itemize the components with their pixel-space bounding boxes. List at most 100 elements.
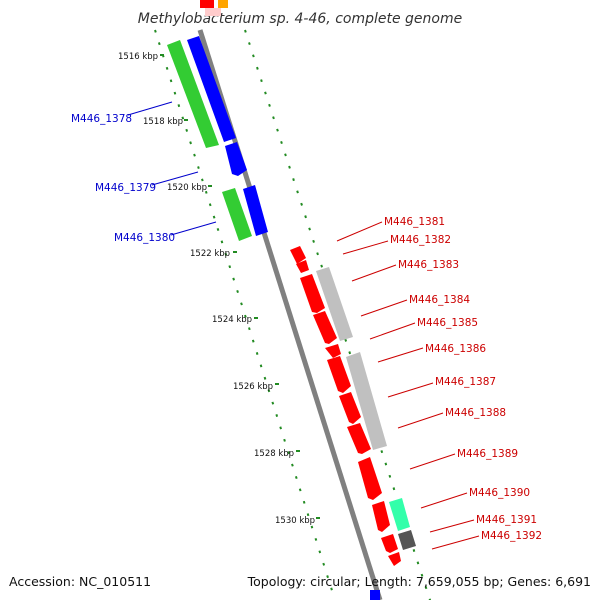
track-dot xyxy=(169,79,173,83)
track-dot xyxy=(294,475,298,480)
gene-label-m446-1387[interactable]: M446_1387 xyxy=(435,376,496,388)
tick-label: 1516 kbp xyxy=(118,52,158,62)
gene-red xyxy=(388,552,401,566)
right-gene-labels: M446_1381 M446_1382 M446_1383 M446_1384 … xyxy=(384,216,542,542)
gene-label-m446-1379[interactable]: M446_1379 xyxy=(95,182,156,194)
top-edge-feature xyxy=(218,0,228,8)
track-dot xyxy=(181,116,185,120)
track-dot xyxy=(271,401,275,405)
track-dot xyxy=(348,351,352,355)
gene-label-m446-1385[interactable]: M446_1385 xyxy=(417,317,478,329)
gene-label-m446-1388[interactable]: M446_1388 xyxy=(445,407,506,419)
right-connectors xyxy=(336,221,480,550)
track-dot xyxy=(304,215,307,219)
gene-blue xyxy=(187,36,236,142)
track-dot xyxy=(251,339,255,343)
gene-red xyxy=(325,344,341,358)
gene-blue xyxy=(225,142,247,176)
gene-label-m446-1383[interactable]: M446_1383 xyxy=(398,259,459,271)
gene-red xyxy=(300,274,325,313)
accession-text: Accession: NC_010511 xyxy=(9,574,151,589)
gene-label-m446-1382[interactable]: M446_1382 xyxy=(390,234,451,246)
scale-labels: 1516 kbp 1518 kbp 1520 kbp 1522 kbp 1524… xyxy=(118,52,315,526)
track-dot xyxy=(154,29,157,33)
gene-red xyxy=(381,534,398,553)
gene-label-m446-1390[interactable]: M446_1390 xyxy=(469,487,530,499)
gene-label-m446-1392[interactable]: M446_1392 xyxy=(481,530,542,542)
genome-summary-text: Topology: circular; Length: 7,659,055 bp… xyxy=(247,574,591,589)
track-dot xyxy=(177,104,181,108)
bottom-edge-gene xyxy=(370,590,380,600)
track-dot xyxy=(330,587,333,591)
left-gene-labels: M446_1378 M446_1379 M446_1380 xyxy=(71,113,175,244)
track-dot xyxy=(300,202,303,206)
track-dot xyxy=(322,562,326,566)
track-dot xyxy=(165,66,169,70)
track-dot xyxy=(318,550,322,554)
gene-label-m446-1384[interactable]: M446_1384 xyxy=(409,294,470,306)
track-dot xyxy=(287,451,290,455)
track-dot xyxy=(244,314,247,318)
feature-dark xyxy=(398,530,416,550)
gene-red xyxy=(296,260,309,273)
track-dot xyxy=(264,91,267,95)
track-dot xyxy=(276,128,279,132)
tick-label: 1524 kbp xyxy=(212,315,252,325)
track-dot xyxy=(255,352,259,355)
feature-gray xyxy=(316,267,353,341)
feature-gray xyxy=(346,352,387,450)
track-dot xyxy=(240,302,243,306)
track-dot xyxy=(424,586,428,590)
forward-genes xyxy=(167,36,268,241)
tick-label: 1518 kbp xyxy=(143,117,183,127)
tick-label: 1522 kbp xyxy=(190,249,230,259)
track-dot xyxy=(308,227,311,231)
track-dot xyxy=(279,426,282,430)
track-dot xyxy=(208,203,212,207)
track-dot xyxy=(296,190,299,194)
top-edge-pink xyxy=(205,8,221,16)
track-dot xyxy=(256,66,259,70)
gene-red xyxy=(339,392,361,424)
track-dot xyxy=(392,487,396,491)
track-dot xyxy=(185,128,189,132)
track-dot xyxy=(412,549,416,552)
track-dot xyxy=(189,141,192,145)
track-dot xyxy=(316,252,319,256)
gene-red xyxy=(313,311,337,344)
gene-red xyxy=(372,501,390,532)
track-dot xyxy=(248,42,251,46)
gene-label-m446-1391[interactable]: M446_1391 xyxy=(476,514,537,526)
track-dot xyxy=(236,289,239,294)
tick-label: 1520 kbp xyxy=(167,183,207,193)
feature-green xyxy=(222,188,252,241)
gene-red xyxy=(290,246,306,264)
gene-label-m446-1378[interactable]: M446_1378 xyxy=(71,113,132,125)
track-dot xyxy=(326,575,329,579)
track-dot xyxy=(314,537,318,541)
track-dot xyxy=(216,227,220,232)
tick-marks xyxy=(160,54,320,519)
gene-label-m446-1381[interactable]: M446_1381 xyxy=(384,216,445,228)
track-dot xyxy=(291,463,294,467)
tick-label: 1528 kbp xyxy=(254,449,294,459)
track-dot xyxy=(388,474,392,478)
gene-label-m446-1389[interactable]: M446_1389 xyxy=(457,448,518,460)
track-dot xyxy=(228,265,232,269)
feature-aqua xyxy=(389,498,410,531)
track-dot xyxy=(283,438,286,442)
track-dot xyxy=(292,178,295,182)
track-dot xyxy=(244,29,247,33)
tick-label: 1530 kbp xyxy=(275,516,315,526)
gene-red xyxy=(358,457,382,500)
feature-green xyxy=(167,40,219,148)
left-connectors xyxy=(127,101,217,236)
top-edge-gene xyxy=(200,0,214,8)
gene-label-m446-1380[interactable]: M446_1380 xyxy=(114,232,175,244)
map-title: Methylobacterium sp. 4-46, complete geno… xyxy=(138,11,462,27)
left-dotted-track xyxy=(154,29,333,591)
gene-label-m446-1386[interactable]: M446_1386 xyxy=(425,343,486,355)
track-dot xyxy=(298,488,302,492)
track-dot xyxy=(173,91,177,95)
